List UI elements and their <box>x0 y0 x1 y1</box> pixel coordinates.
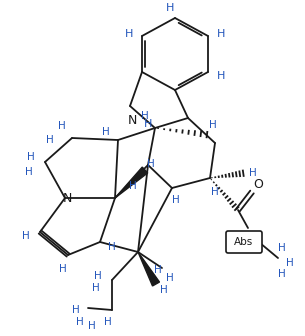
Text: N: N <box>127 114 137 126</box>
FancyBboxPatch shape <box>226 231 262 253</box>
Text: H: H <box>108 242 116 252</box>
Polygon shape <box>115 167 148 198</box>
Text: Abs: Abs <box>234 237 254 247</box>
Text: H: H <box>166 273 174 283</box>
Text: H: H <box>104 317 112 327</box>
Text: H: H <box>160 285 168 295</box>
Text: H: H <box>172 195 180 205</box>
Text: H: H <box>147 159 155 169</box>
Text: H: H <box>278 269 286 279</box>
Text: H: H <box>217 71 225 81</box>
Text: H: H <box>144 119 152 129</box>
Text: O: O <box>253 177 263 191</box>
Text: H: H <box>59 264 67 274</box>
Polygon shape <box>138 252 160 286</box>
Text: H: H <box>141 111 149 121</box>
Text: H: H <box>154 265 162 275</box>
Text: H: H <box>217 29 225 39</box>
Text: H: H <box>46 135 54 145</box>
Text: H: H <box>88 321 96 331</box>
Text: H: H <box>209 120 217 130</box>
Text: H: H <box>92 283 100 293</box>
Text: H: H <box>278 243 286 253</box>
Text: H: H <box>166 3 174 13</box>
Text: H: H <box>76 317 84 327</box>
Text: H: H <box>72 305 80 315</box>
Text: H: H <box>125 29 133 39</box>
Text: H: H <box>94 271 102 281</box>
Text: H: H <box>211 187 219 197</box>
Text: H: H <box>25 167 33 177</box>
Text: H: H <box>249 168 257 178</box>
Text: N: N <box>62 192 72 205</box>
Text: H: H <box>22 231 30 241</box>
Text: H: H <box>58 121 66 131</box>
Text: H: H <box>27 152 35 162</box>
Text: H: H <box>102 127 110 137</box>
Text: H: H <box>286 258 294 268</box>
Text: H: H <box>129 181 137 191</box>
